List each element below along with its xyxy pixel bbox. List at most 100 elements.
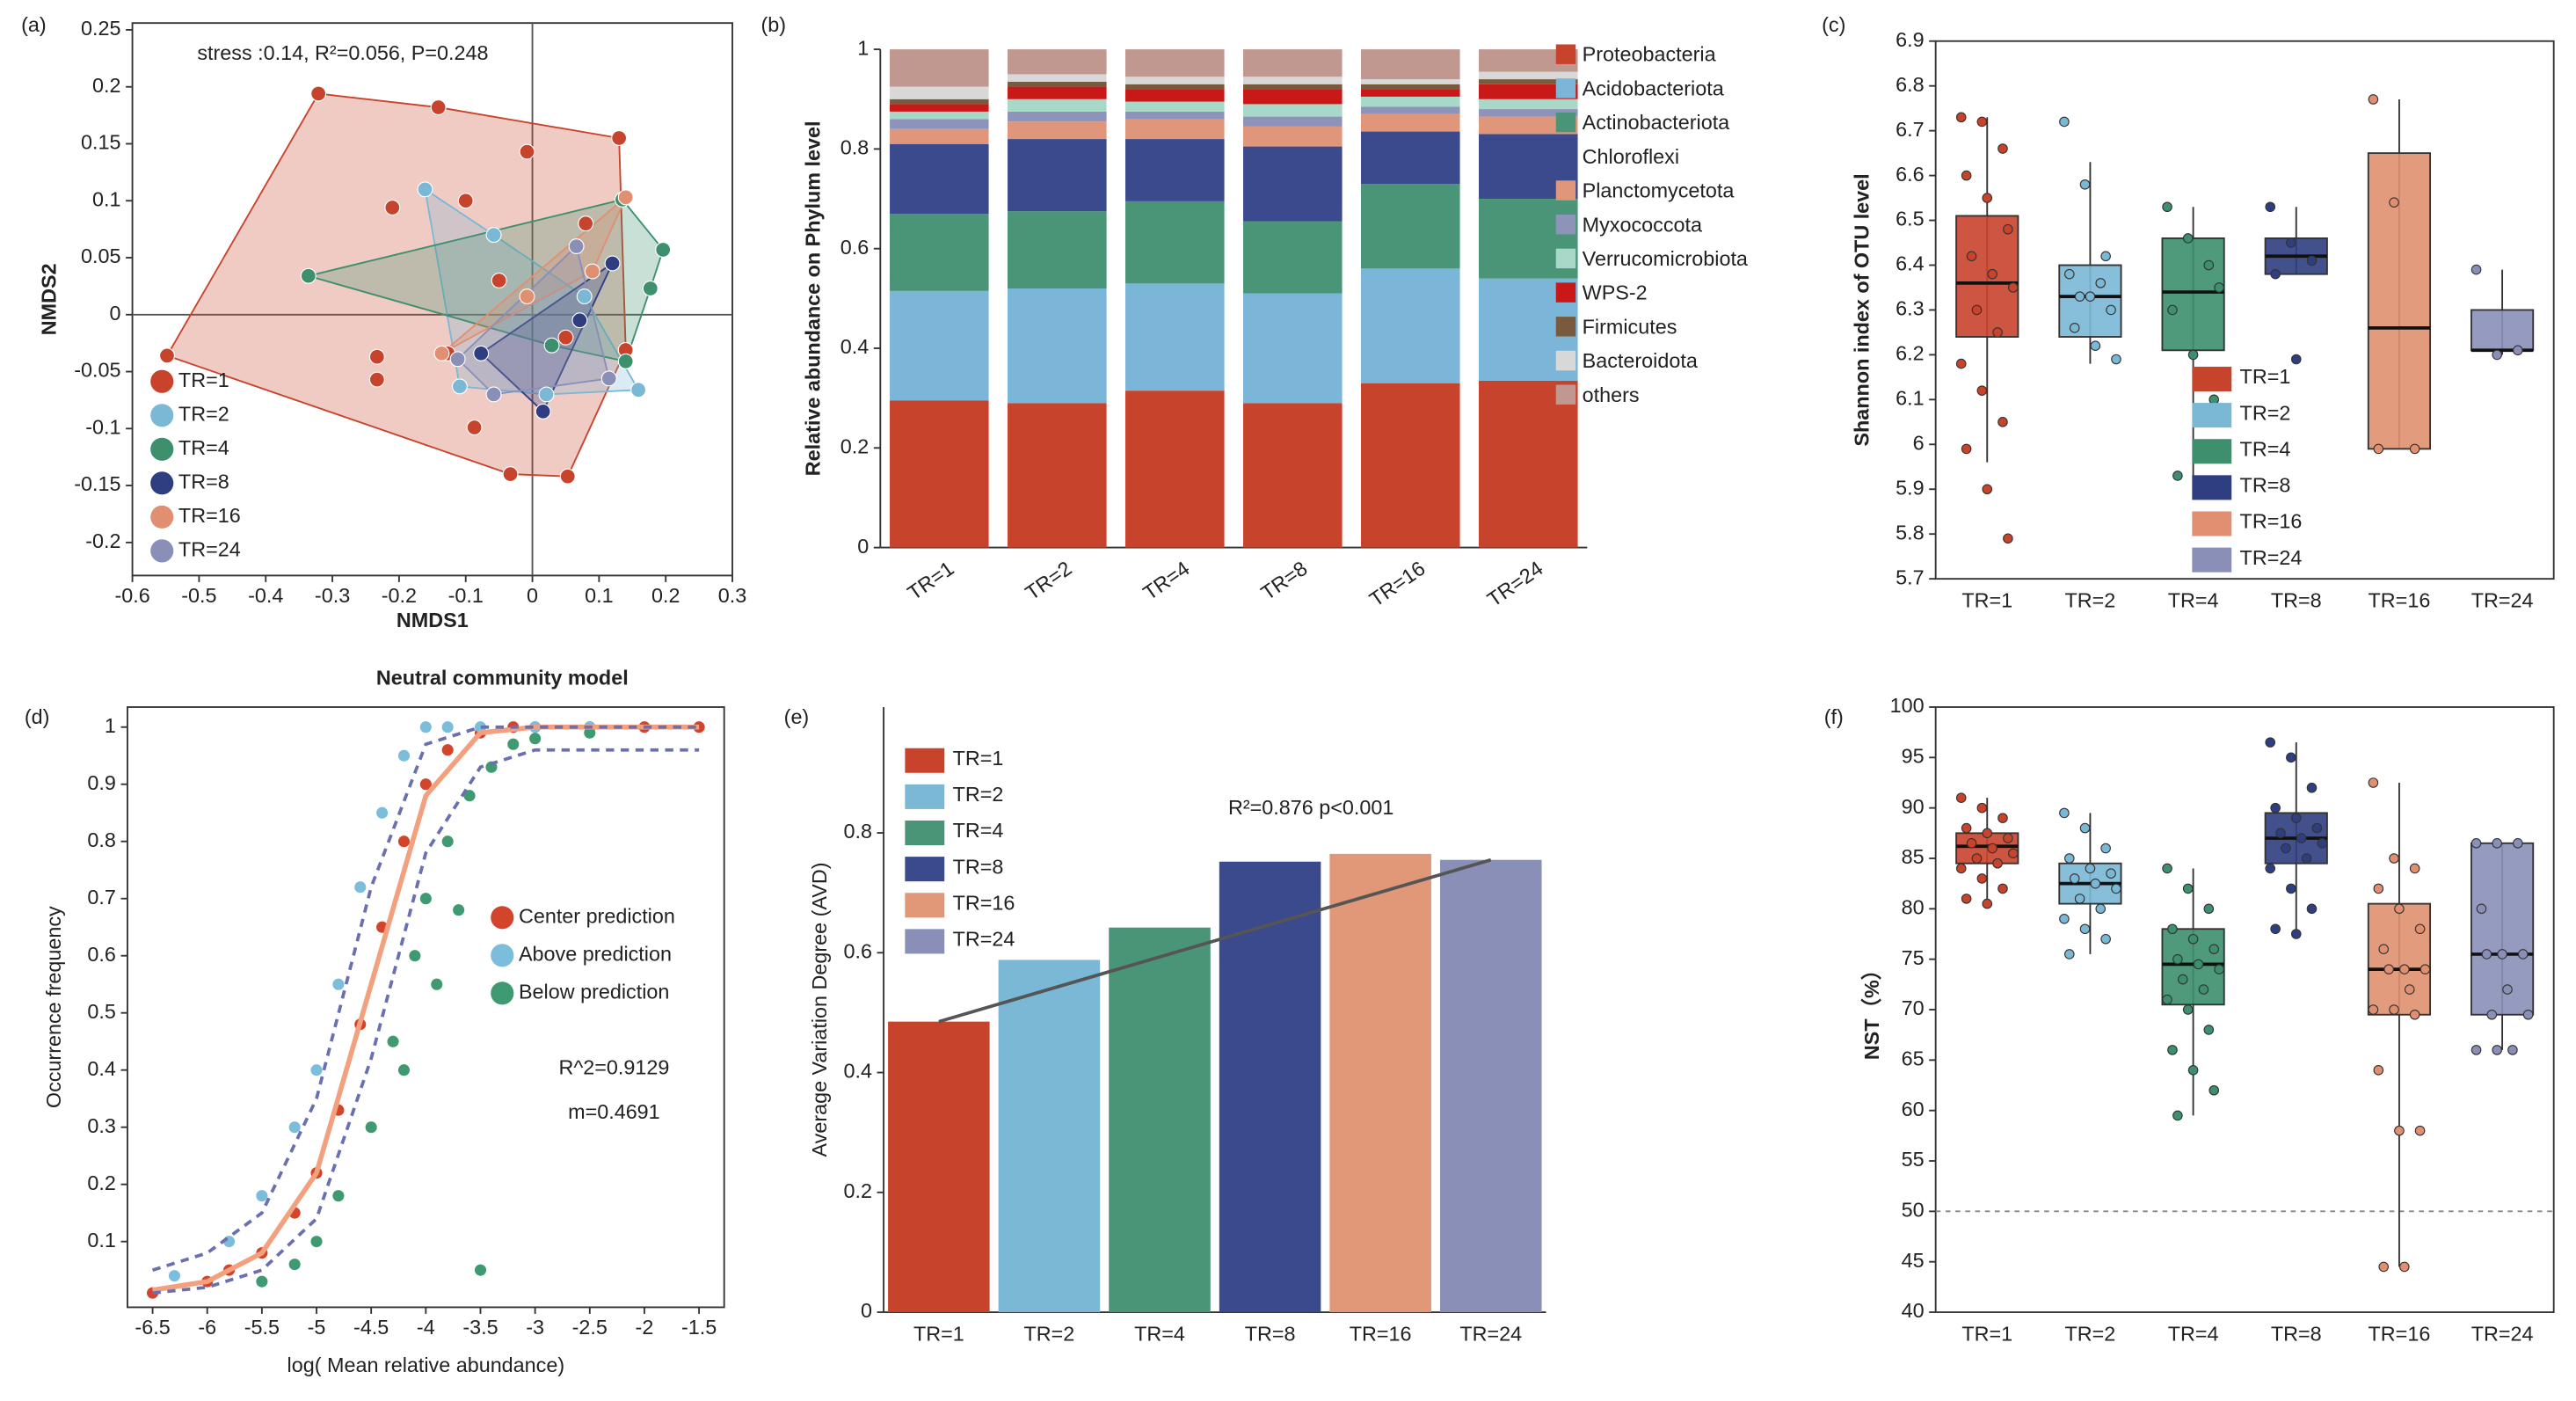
fit-line — [152, 748, 700, 1295]
bar-segment — [1125, 101, 1225, 112]
bar-segment — [890, 119, 989, 129]
point — [604, 255, 621, 272]
plot-frame — [131, 22, 733, 577]
y-tick-label: 0 — [861, 1299, 872, 1322]
point — [2399, 1261, 2410, 1273]
x-tick-label: TR=24 — [2471, 1322, 2534, 1345]
x-tick-label: -5.5 — [244, 1316, 280, 1339]
legend-label: Proteobacteria — [1583, 43, 1716, 66]
legend-swatch — [150, 505, 174, 529]
point — [2064, 949, 2075, 960]
y-tick-label: 90 — [1902, 795, 1925, 818]
point — [2383, 964, 2394, 974]
x-tick-label: TR=16 — [2369, 1322, 2431, 1345]
x-tick-label: TR=4 — [1139, 557, 1193, 604]
x-tick-label: 0.3 — [718, 584, 746, 607]
point — [419, 893, 432, 905]
point — [1987, 268, 1997, 280]
point — [2492, 349, 2502, 361]
legend-label: TR=16 — [178, 504, 241, 527]
point — [571, 312, 588, 329]
point — [2492, 837, 2502, 849]
legend-swatch — [905, 748, 945, 773]
legend-label: Firmicutes — [1583, 315, 1677, 338]
point — [474, 1264, 487, 1276]
x-tick-label: TR=2 — [2065, 588, 2116, 611]
point — [535, 403, 551, 420]
legend-label: TR=2 — [178, 402, 229, 425]
point — [409, 950, 421, 962]
point — [2290, 929, 2302, 939]
bar-segment — [1008, 403, 1107, 548]
point — [1982, 193, 1993, 203]
point — [485, 386, 502, 403]
legend-label: TR=16 — [2240, 510, 2303, 533]
point — [2064, 853, 2075, 864]
point — [473, 345, 490, 361]
y-axis-title: NMDS2 — [37, 263, 60, 335]
point — [2172, 953, 2183, 965]
point — [2162, 863, 2172, 874]
bar — [1219, 861, 1321, 1313]
panel-label: (e) — [784, 705, 810, 728]
legend-swatch — [905, 820, 945, 846]
x-tick-label: TR=4 — [2168, 1322, 2219, 1345]
point — [288, 1121, 301, 1134]
legend-swatch — [1555, 384, 1576, 405]
point — [2064, 268, 2075, 280]
legend-swatch — [1555, 317, 1576, 337]
point — [1976, 802, 1988, 814]
x-tick-label: -3 — [526, 1316, 544, 1339]
point — [376, 806, 389, 819]
point — [2182, 883, 2194, 894]
point — [519, 143, 535, 160]
point — [2265, 201, 2276, 213]
x-tick-label: -6 — [198, 1316, 216, 1339]
y-tick-label: 5.9 — [1896, 476, 1924, 499]
point — [2470, 837, 2482, 849]
point — [2368, 777, 2379, 788]
point — [2198, 984, 2209, 995]
point — [2069, 323, 2080, 333]
point — [2074, 291, 2085, 302]
x-tick-label: TR=8 — [1245, 1322, 1296, 1345]
point — [2106, 304, 2116, 316]
point — [1955, 358, 1967, 369]
point — [2069, 873, 2080, 884]
annotation: m=0.4691 — [568, 1100, 660, 1123]
point — [417, 181, 433, 198]
x-tick-label: 0.2 — [651, 584, 680, 607]
bar-segment — [1125, 49, 1225, 77]
point — [2193, 959, 2204, 970]
bar-segment — [1361, 131, 1460, 185]
point — [2182, 233, 2194, 244]
point — [2214, 282, 2224, 293]
y-tick-label: 0.8 — [843, 820, 871, 843]
point — [419, 721, 432, 733]
panel: (a) -0.2 -0.15 -0.1 -0.05 0 0.05 0.1 0.15 0.2 0.25… — [21, 13, 746, 631]
point — [256, 1275, 268, 1288]
legend-swatch — [905, 857, 945, 882]
bar-segment — [1125, 77, 1225, 84]
bar-segment — [1243, 84, 1343, 90]
x-tick-label: -4 — [417, 1316, 435, 1339]
y-tick-label: 0.3 — [87, 1114, 115, 1137]
y-tick-label: -0.05 — [74, 359, 120, 382]
point — [2290, 354, 2302, 365]
y-tick-label: 6.7 — [1896, 118, 1924, 141]
y-tick-label: 75 — [1902, 946, 1925, 969]
y-tick-label: 0.6 — [840, 236, 869, 259]
panel-label: (a) — [21, 13, 47, 36]
point — [1992, 857, 2003, 869]
legend-label: TR=4 — [178, 436, 229, 459]
point — [2409, 863, 2420, 874]
point — [2007, 282, 2019, 293]
legend-swatch — [150, 369, 174, 393]
point — [557, 329, 574, 346]
y-tick-label: 0.05 — [81, 244, 120, 267]
y-tick-label: 1 — [857, 36, 869, 59]
point — [2059, 116, 2070, 128]
y-tick-label: 6.8 — [1896, 73, 1924, 96]
box — [2470, 842, 2535, 1016]
